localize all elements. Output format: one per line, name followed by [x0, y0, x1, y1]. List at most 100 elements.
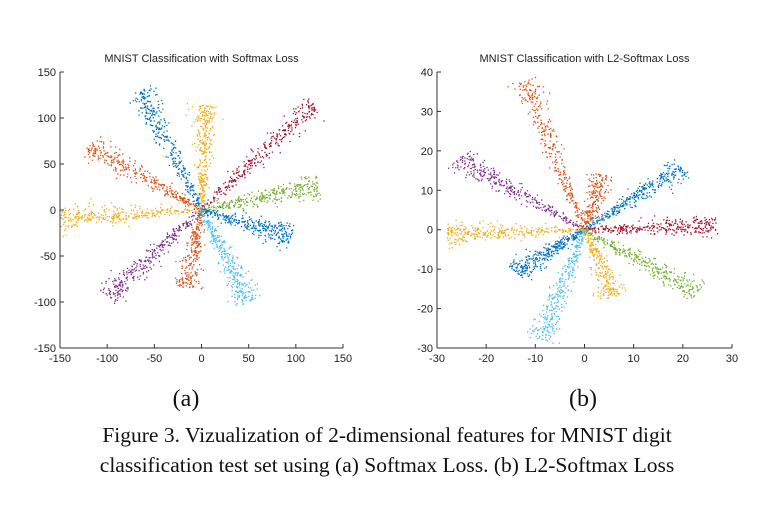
data-point [275, 233, 278, 235]
data-point [189, 221, 191, 223]
data-point [182, 210, 185, 213]
data-point [266, 132, 269, 134]
data-point [182, 175, 184, 178]
data-point [665, 229, 668, 231]
data-point [566, 198, 568, 201]
data-point [182, 197, 185, 199]
data-point [144, 103, 146, 105]
data-point [101, 214, 103, 216]
data-point [604, 229, 606, 231]
data-point [635, 230, 637, 233]
data-point [612, 211, 615, 213]
data-point [196, 227, 198, 229]
data-point [212, 157, 215, 159]
data-point [659, 175, 662, 177]
data-point [265, 153, 267, 156]
data-point [561, 182, 563, 184]
data-point [255, 225, 257, 227]
data-point [448, 232, 450, 234]
data-point [155, 135, 157, 138]
data-point [176, 281, 178, 283]
data-point [685, 172, 687, 174]
data-point [87, 214, 90, 216]
data-point [227, 170, 229, 173]
data-point [102, 217, 104, 219]
data-point [548, 119, 550, 121]
data-point [585, 211, 587, 213]
data-point [461, 224, 463, 226]
data-point [575, 202, 577, 204]
data-point [472, 159, 474, 161]
data-point [712, 226, 714, 228]
data-point [201, 193, 204, 195]
data-point [261, 149, 263, 152]
data-point [255, 165, 257, 167]
data-point [158, 260, 160, 263]
data-point [553, 143, 556, 145]
data-point [680, 168, 682, 170]
data-point [185, 285, 187, 287]
data-point [545, 211, 547, 213]
data-point [187, 180, 189, 182]
data-point [108, 209, 110, 211]
data-point [161, 242, 163, 244]
data-point [160, 128, 163, 130]
data-point [161, 183, 163, 185]
data-point [604, 178, 607, 180]
data-point [530, 229, 533, 232]
data-point [581, 228, 583, 230]
data-point [540, 121, 543, 124]
data-point [260, 234, 262, 237]
data-point [236, 303, 238, 305]
data-point [648, 227, 651, 230]
data-point [595, 190, 597, 192]
data-point [227, 222, 229, 224]
data-point [173, 228, 175, 230]
data-point [194, 251, 196, 253]
data-point [479, 172, 481, 175]
data-point [226, 205, 229, 207]
data-point [285, 122, 287, 124]
data-point [100, 289, 102, 291]
data-point [224, 218, 226, 221]
data-point [591, 184, 593, 186]
data-point [122, 273, 125, 276]
data-point [305, 104, 308, 106]
data-point [491, 176, 493, 178]
data-point [584, 221, 586, 224]
data-point [131, 272, 133, 274]
data-point [142, 102, 144, 104]
data-point [75, 215, 77, 217]
data-point [702, 228, 704, 230]
data-point [529, 99, 531, 101]
data-point [288, 188, 290, 190]
data-point [249, 299, 251, 301]
data-point [308, 106, 311, 108]
data-point [530, 232, 532, 234]
data-point [607, 227, 609, 230]
data-point [593, 221, 595, 223]
data-point [187, 191, 189, 193]
data-point [597, 200, 599, 202]
data-point [164, 194, 166, 196]
data-point [281, 235, 284, 238]
data-point [273, 198, 275, 200]
data-point [146, 117, 148, 120]
x-tick-label-a: -150 [49, 353, 71, 365]
data-point [576, 225, 579, 227]
data-point [181, 171, 183, 173]
data-point [208, 219, 210, 222]
data-point [279, 229, 281, 232]
data-point [239, 175, 242, 178]
data-point [654, 191, 656, 194]
data-point [460, 166, 462, 168]
data-point [205, 126, 207, 128]
data-point [182, 281, 184, 283]
data-point [275, 138, 277, 140]
data-point [287, 238, 289, 240]
data-point [286, 121, 288, 124]
data-point [86, 147, 88, 149]
data-point [163, 184, 166, 186]
data-point [132, 271, 134, 274]
data-point [493, 228, 496, 231]
